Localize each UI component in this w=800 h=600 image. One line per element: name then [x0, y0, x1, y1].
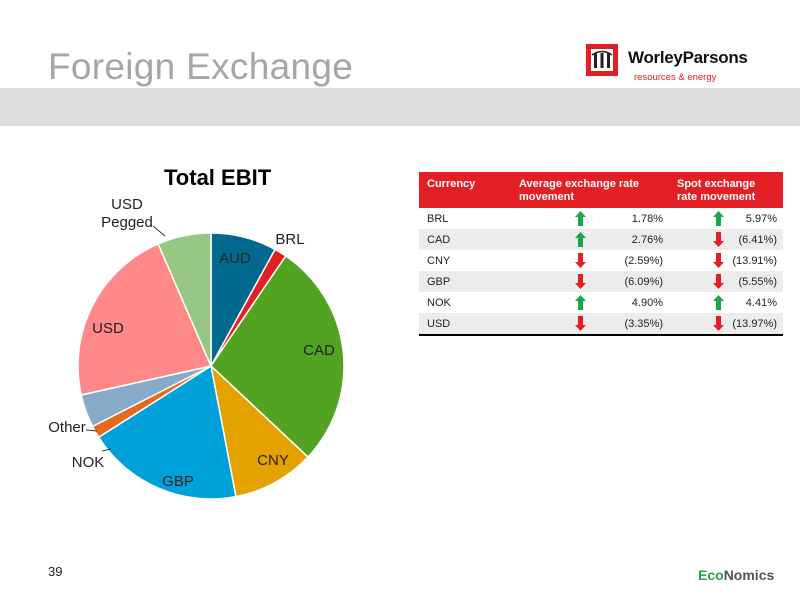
arrow-up-icon [713, 211, 724, 226]
currency-cell: NOK [427, 296, 451, 309]
arrow-down-icon [575, 316, 586, 331]
spot-value: 5.97% [745, 212, 777, 225]
arrow-up-icon [575, 232, 586, 247]
spot-value: (6.41%) [738, 233, 777, 246]
avg-value: 1.78% [631, 212, 663, 225]
table-row: USD (3.35%) (13.97%) [419, 313, 783, 336]
spot-cell: 5.97% [669, 208, 783, 229]
pie-label-brl: BRL [275, 231, 304, 248]
leader-line [101, 448, 112, 452]
avg-value: (2.59%) [624, 254, 663, 267]
page-number: 39 [48, 564, 63, 579]
avg-value: (3.35%) [624, 317, 663, 330]
header-spot: Spot exchange rate movement [669, 172, 783, 208]
spot-value: 4.41% [745, 296, 777, 309]
company-logo: WorleyParsons resources & energy [586, 44, 776, 88]
title-band [0, 88, 800, 126]
table-row: GBP (6.09%) (5.55%) [419, 271, 783, 292]
pie-slice-usd [77, 242, 213, 396]
arrow-up-icon [575, 295, 586, 310]
avg-cell: (3.35%) [511, 313, 669, 336]
economics-logo-part1: Eco [698, 567, 724, 583]
avg-cell: 2.76% [511, 229, 669, 250]
avg-cell: (6.09%) [511, 271, 669, 292]
arrow-up-icon [575, 211, 586, 226]
pie-slice-gbp [97, 364, 237, 500]
currency-cell: USD [419, 313, 511, 336]
logo-mark-icon [586, 44, 618, 76]
spot-cell: (6.41%) [669, 229, 783, 250]
pie-slice-usd-pegged [157, 232, 212, 367]
spot-cell: (5.55%) [669, 271, 783, 292]
leader-line [85, 429, 98, 432]
pie-label-cad: CAD [303, 342, 335, 359]
spot-cell: 4.41% [669, 292, 783, 313]
header-currency: Currency [419, 172, 511, 208]
pie-label-gbp: GBP [162, 473, 194, 490]
pie-label-usd: USD [92, 320, 124, 337]
pie-label-aud: AUD [219, 250, 251, 267]
economics-logo-part2: Nomics [723, 567, 775, 583]
pie-label-cny: CNY [257, 452, 289, 469]
pie-label-nok: NOK [72, 454, 105, 471]
pie-slice-cny [209, 363, 310, 498]
spot-value: (13.97%) [732, 317, 777, 330]
currency-cell: CNY [427, 254, 451, 267]
pie-label-other: Other [48, 419, 86, 436]
avg-cell: (2.59%) [511, 250, 669, 271]
spot-value: (5.55%) [738, 275, 777, 288]
pie-label-usd-pegged: USD Pegged [101, 196, 153, 231]
pie-slice-cad [210, 254, 345, 459]
leader-line [152, 225, 166, 237]
avg-cell: 1.78% [511, 208, 669, 229]
arrow-down-icon [713, 274, 724, 289]
arrow-up-icon [713, 295, 724, 310]
chart-title: Total EBIT [164, 165, 272, 190]
avg-value: (6.09%) [624, 275, 663, 288]
currency-cell: GBP [419, 271, 511, 292]
arrow-down-icon [713, 232, 724, 247]
table-row: CAD 2.76% (6.41%) [419, 229, 783, 250]
arrow-down-icon [575, 274, 586, 289]
table-row: BRL 1.78% 5.97% [419, 208, 783, 229]
table-row: NOK 4.90% 4.41% [419, 292, 783, 313]
header-average: Average exchange rate movement [511, 172, 669, 208]
fx-table: Currency Average exchange rate movement … [419, 172, 783, 336]
economics-logo: EcoNomics [698, 567, 774, 583]
currency-cell: BRL [427, 212, 449, 225]
slide-title: Foreign Exchange [48, 46, 354, 87]
logo-name: WorleyParsons [628, 48, 748, 67]
arrow-down-icon [713, 253, 724, 268]
table-header-row: Currency Average exchange rate movement … [419, 172, 783, 208]
avg-value: 2.76% [631, 233, 663, 246]
avg-cell: 4.90% [511, 292, 669, 313]
spot-cell: (13.97%) [669, 313, 783, 336]
logo-tagline: resources & energy [634, 72, 717, 83]
arrow-down-icon [713, 316, 724, 331]
currency-cell: CAD [419, 229, 511, 250]
spot-value: (13.91%) [732, 254, 777, 267]
arrow-down-icon [575, 253, 586, 268]
avg-value: 4.90% [631, 296, 663, 309]
table-row: CNY (2.59%) (13.91%) [419, 250, 783, 271]
spot-cell: (13.91%) [669, 250, 783, 271]
